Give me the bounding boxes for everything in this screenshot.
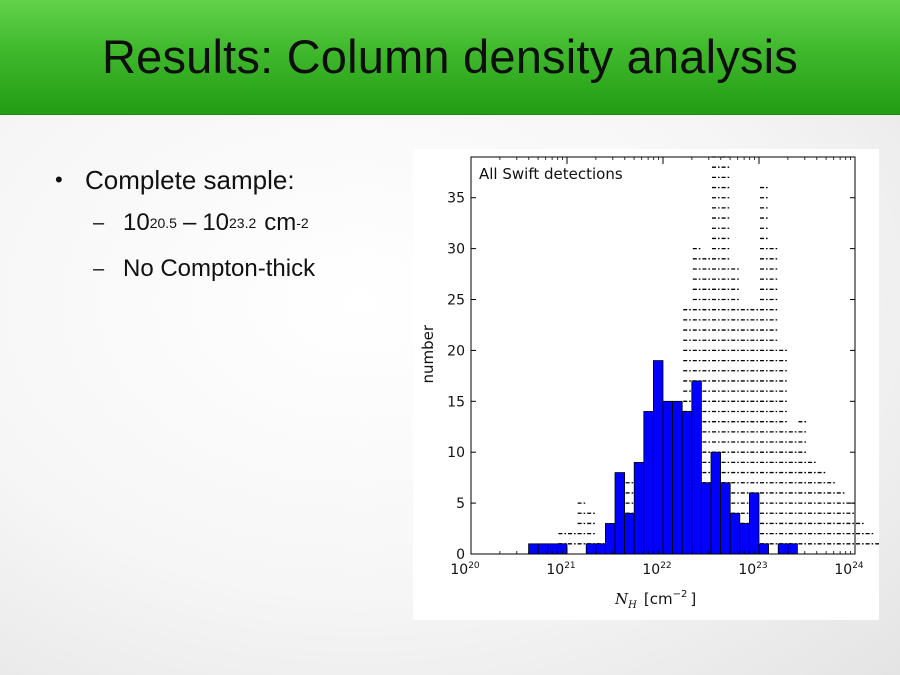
histogram-bar bbox=[595, 543, 606, 555]
dash-icon: – bbox=[93, 211, 105, 234]
histogram-bar bbox=[537, 543, 549, 555]
hatched-bar bbox=[788, 431, 797, 545]
dash-icon: – bbox=[93, 257, 105, 280]
histogram-bar bbox=[633, 461, 645, 555]
histogram-bar bbox=[777, 543, 789, 555]
y-axis-label: number bbox=[419, 324, 437, 383]
range-unit-exp: -2 bbox=[296, 215, 309, 231]
hatched-bar bbox=[760, 186, 768, 545]
histogram-bar bbox=[787, 543, 798, 555]
hatched-bar bbox=[836, 492, 845, 545]
sub-bullet-item: – No Compton-thick bbox=[55, 246, 315, 292]
filled-series bbox=[528, 360, 798, 555]
range-high-base: 10 bbox=[202, 209, 230, 236]
x-axis-label: NH [cm−2] bbox=[614, 589, 696, 611]
y-tick-label: 25 bbox=[447, 293, 465, 309]
y-tick-label: 20 bbox=[447, 343, 465, 359]
title-bar: Results: Column density analysis bbox=[0, 0, 900, 115]
sub-bullet-item: – 10 20.5 – 10 23.2 cm -2 bbox=[55, 200, 315, 246]
y-tick-label: 10 bbox=[447, 445, 465, 461]
y-tick-label: 15 bbox=[447, 394, 465, 410]
histogram-bar bbox=[672, 400, 683, 555]
histogram-bar bbox=[748, 492, 760, 555]
hatched-bar bbox=[856, 522, 864, 545]
x-tick-label: 1023 bbox=[738, 561, 767, 578]
x-tick-label: 1022 bbox=[642, 561, 671, 578]
hatched-bar bbox=[798, 421, 806, 545]
range-high-exp: 23.2 bbox=[229, 215, 257, 231]
hatched-bar bbox=[587, 512, 595, 545]
range-dash: – bbox=[182, 209, 197, 236]
histogram-bar bbox=[624, 512, 635, 555]
hatched-bar bbox=[558, 532, 566, 545]
x-axis-subscript: H bbox=[627, 600, 637, 611]
hatched-bar bbox=[865, 532, 874, 545]
axes: 0 5 10 15 20 25 30 35 1020 1021 1022 1023 1024 bbox=[447, 157, 864, 578]
histogram-bar bbox=[681, 411, 693, 555]
histogram-bar bbox=[691, 380, 702, 555]
x-axis-symbol: N bbox=[614, 590, 629, 608]
histogram-bar bbox=[585, 543, 597, 555]
hatched-bar bbox=[568, 532, 576, 545]
histogram-bar bbox=[604, 523, 616, 555]
histogram-bar bbox=[739, 523, 750, 555]
histogram-bar bbox=[662, 400, 674, 555]
y-tick-label: 35 bbox=[447, 191, 465, 207]
y-tick-label: 5 bbox=[456, 496, 465, 512]
hatched-bar bbox=[731, 268, 739, 545]
hatched-bar bbox=[827, 482, 835, 545]
histogram-bar bbox=[710, 451, 722, 555]
chart-annotation: All Swift detections bbox=[479, 165, 623, 183]
range-low-base: 10 bbox=[123, 209, 150, 236]
bullet-item: • Complete sample: bbox=[55, 160, 315, 200]
range-low-exp: 20.5 bbox=[149, 215, 177, 231]
sub-bullet-text: No Compton-thick bbox=[123, 255, 316, 282]
histogram-bar bbox=[614, 472, 626, 555]
histogram-bar bbox=[729, 512, 741, 555]
hatched-bar bbox=[808, 461, 816, 545]
histogram-bar bbox=[652, 360, 664, 555]
histogram-chart: 0 5 10 15 20 25 30 35 1020 1021 1022 1023 1024 All S… bbox=[413, 146, 893, 620]
slide-title: Results: Column density analysis bbox=[101, 29, 799, 83]
y-tick-label: 30 bbox=[447, 242, 465, 258]
histogram-bar bbox=[758, 543, 770, 555]
histogram-bar bbox=[547, 543, 558, 555]
x-tick-label: 1024 bbox=[834, 561, 864, 578]
y-tick-label: 0 bbox=[456, 547, 465, 563]
x-axis-unit: [cm bbox=[644, 590, 673, 608]
x-axis-unit-exp: −2 bbox=[673, 589, 688, 600]
range-unit: cm bbox=[264, 209, 297, 236]
histogram-bar bbox=[643, 411, 654, 555]
hatched-bar bbox=[740, 309, 749, 545]
x-axis-unit-close: ] bbox=[690, 590, 696, 608]
x-tick-label: 1020 bbox=[450, 561, 480, 578]
hatched-bar bbox=[769, 247, 778, 545]
bullet-dot-icon: • bbox=[55, 167, 63, 192]
histogram-bar bbox=[720, 482, 731, 555]
histogram-bar bbox=[700, 482, 712, 555]
bullet-list: • Complete sample: – 10 20.5 – 10 23.2 cm -… bbox=[55, 160, 315, 292]
hatched-bar bbox=[577, 502, 586, 545]
x-tick-label: 1021 bbox=[546, 561, 575, 578]
histogram-svg: 0 5 10 15 20 25 30 35 1020 1021 1022 1023 1024 All S… bbox=[419, 146, 893, 611]
bullet-text: Complete sample: bbox=[85, 164, 295, 195]
histogram-bar bbox=[528, 543, 539, 555]
hatched-bar bbox=[817, 471, 826, 545]
hatched-bar bbox=[779, 349, 787, 545]
hatched-bar bbox=[846, 502, 854, 545]
histogram-bar bbox=[556, 543, 568, 555]
